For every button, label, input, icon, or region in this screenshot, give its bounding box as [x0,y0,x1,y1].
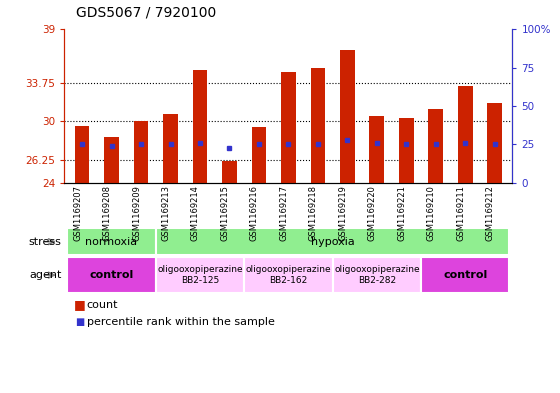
Text: BB2-162: BB2-162 [269,277,307,285]
Text: oligooxopiperazine: oligooxopiperazine [246,265,331,274]
Bar [74,125,90,183]
Bar [428,109,443,183]
Bar [104,137,119,183]
Bar [193,70,207,183]
Bar [163,114,178,183]
Bar [281,72,296,183]
Bar [370,116,384,183]
Text: GSM1169219: GSM1169219 [338,185,347,241]
Text: count: count [87,299,118,310]
Text: GSM1169220: GSM1169220 [368,185,377,241]
Text: GDS5067 / 7920100: GDS5067 / 7920100 [76,6,216,20]
Text: stress: stress [29,237,62,247]
Text: GSM1169217: GSM1169217 [279,185,288,241]
Text: agent: agent [29,270,62,280]
Bar [310,68,325,183]
Text: oligooxopiperazine: oligooxopiperazine [334,265,419,274]
Text: GSM1169218: GSM1169218 [309,185,318,241]
Text: oligooxopiperazine: oligooxopiperazine [157,265,243,274]
Text: ■: ■ [74,298,86,311]
Text: GSM1169210: GSM1169210 [427,185,436,241]
Bar [340,50,354,183]
Bar [399,118,414,183]
Text: control: control [443,270,487,280]
Bar [487,103,502,183]
Bar [222,161,237,183]
Text: GSM1169221: GSM1169221 [397,185,407,241]
Text: GSM1169214: GSM1169214 [191,185,200,241]
Text: BB2-125: BB2-125 [181,277,219,285]
Text: control: control [90,270,134,280]
Bar [458,86,473,183]
Text: GSM1169207: GSM1169207 [73,185,82,241]
Text: GSM1169208: GSM1169208 [102,185,111,241]
Text: GSM1169212: GSM1169212 [486,185,494,241]
Bar [134,121,148,183]
Text: GSM1169213: GSM1169213 [161,185,170,241]
Text: normoxia: normoxia [86,237,138,247]
Text: ■: ■ [76,317,85,327]
Text: GSM1169211: GSM1169211 [456,185,465,241]
Text: GSM1169209: GSM1169209 [132,185,141,241]
Text: hypoxia: hypoxia [311,237,354,247]
Text: GSM1169215: GSM1169215 [221,185,230,241]
Bar [251,127,267,183]
Text: percentile rank within the sample: percentile rank within the sample [87,317,274,327]
Text: GSM1169216: GSM1169216 [250,185,259,241]
Text: BB2-282: BB2-282 [358,277,396,285]
